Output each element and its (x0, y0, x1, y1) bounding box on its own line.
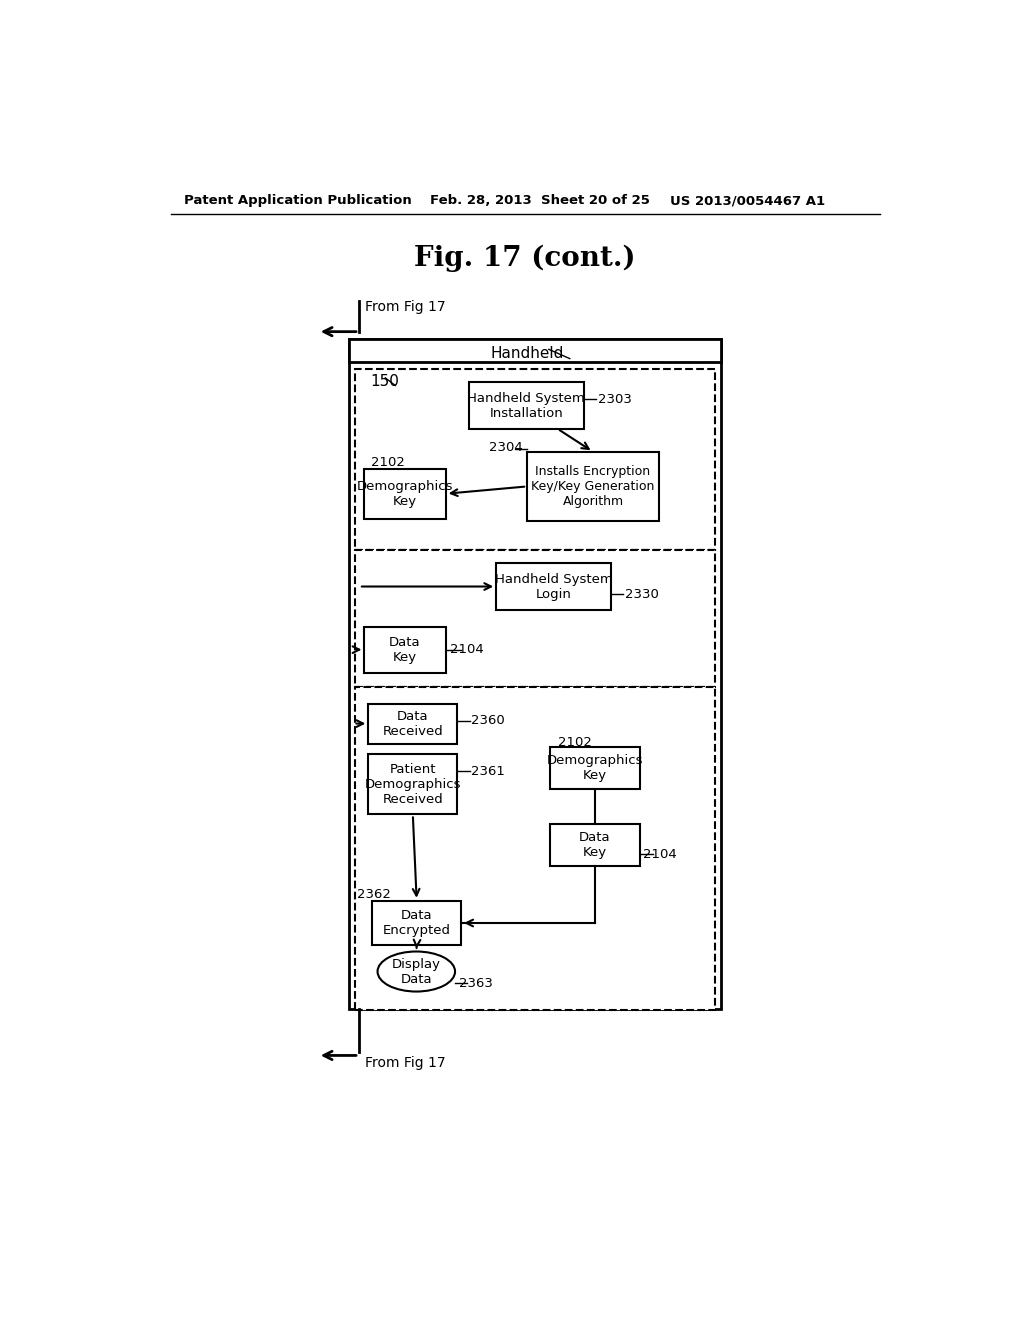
Bar (550, 747, 640, 789)
Bar (365, 627, 445, 673)
Text: 2102: 2102 (558, 735, 592, 748)
Bar (372, 900, 461, 945)
Bar (349, 339, 721, 363)
Text: Installs Encryption
Key/Key Generation
Algorithm: Installs Encryption Key/Key Generation A… (531, 465, 654, 508)
Text: Handheld System
Installation: Handheld System Installation (468, 392, 586, 420)
Text: 2303: 2303 (598, 393, 632, 407)
Bar (355, 549, 715, 686)
Bar (469, 383, 584, 429)
Text: Data
Key: Data Key (389, 636, 421, 664)
Text: 2362: 2362 (356, 888, 390, 902)
Text: From Fig 17: From Fig 17 (366, 1056, 445, 1071)
Text: Display
Data: Display Data (392, 957, 440, 986)
Bar (369, 704, 458, 743)
Text: 2102: 2102 (371, 455, 404, 469)
Bar (527, 451, 658, 521)
Text: 2363: 2363 (459, 977, 493, 990)
Text: Handheld System
Login: Handheld System Login (495, 573, 612, 601)
Text: Data
Received: Data Received (382, 710, 443, 738)
Ellipse shape (378, 952, 455, 991)
Bar (355, 686, 715, 1010)
Bar (365, 469, 445, 519)
Bar (550, 824, 640, 866)
Text: From Fig 17: From Fig 17 (366, 300, 445, 314)
Text: 2361: 2361 (471, 764, 505, 777)
Text: Data
Key: Data Key (580, 830, 610, 859)
Text: 2330: 2330 (625, 587, 658, 601)
Bar (496, 564, 611, 610)
Text: Handheld: Handheld (490, 346, 564, 360)
Text: US 2013/0054467 A1: US 2013/0054467 A1 (671, 194, 825, 207)
Text: Fig. 17 (cont.): Fig. 17 (cont.) (414, 244, 636, 272)
Text: 2360: 2360 (471, 714, 505, 727)
Bar (349, 339, 721, 1010)
Text: Patent Application Publication: Patent Application Publication (183, 194, 412, 207)
Text: Demographics
Key: Demographics Key (356, 479, 454, 508)
Text: Data
Encrypted: Data Encrypted (383, 909, 451, 937)
Text: Demographics
Key: Demographics Key (547, 754, 643, 781)
Text: 2104: 2104 (643, 847, 677, 861)
Text: 2304: 2304 (489, 441, 523, 454)
Bar (369, 755, 458, 814)
Bar (355, 368, 715, 549)
Text: 2104: 2104 (450, 643, 483, 656)
Text: Patient
Demographics
Received: Patient Demographics Received (365, 763, 461, 807)
Text: 150: 150 (371, 374, 399, 389)
Text: Feb. 28, 2013  Sheet 20 of 25: Feb. 28, 2013 Sheet 20 of 25 (430, 194, 650, 207)
